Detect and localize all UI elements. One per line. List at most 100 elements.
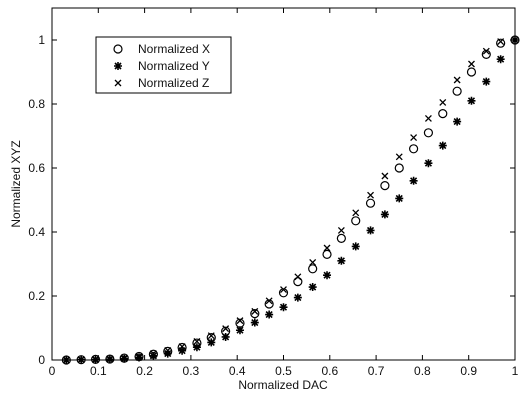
data-point-normalized-z: [367, 191, 375, 199]
data-point-normalized-z: [395, 153, 403, 161]
data-point-normalized-y: [380, 210, 389, 219]
data-point-normalized-y: [308, 283, 317, 292]
data-point-normalized-y: [496, 55, 505, 64]
data-point-normalized-y: [424, 159, 433, 168]
data-point-normalized-z: [511, 36, 519, 44]
x-tick-label: 0.6: [321, 364, 338, 378]
data-point-normalized-z: [222, 325, 230, 333]
data-point-normalized-z: [135, 352, 143, 360]
y-tick-label: 0.2: [28, 289, 45, 303]
data-point-normalized-z: [251, 307, 259, 315]
data-point-normalized-z: [280, 286, 287, 294]
x-axis-ticks: 0 0.1 0.2 0.3 0.4 0.5 0.6 0.7 0.8 0.9 1: [49, 8, 519, 378]
data-point-normalized-y: [453, 117, 462, 126]
x-tick-label: 0.2: [136, 364, 153, 378]
data-point-normalized-x: [394, 163, 404, 173]
data-point-normalized-z: [265, 297, 273, 305]
x-tick-label: 0.4: [229, 364, 246, 378]
data-point-normalized-x: [452, 86, 462, 96]
data-point-normalized-z: [294, 273, 302, 281]
legend-label-normalized-z: Normalized Z: [138, 76, 209, 90]
x-tick-label: 0.8: [414, 364, 431, 378]
data-point-normalized-y: [395, 194, 404, 203]
y-tick-label: 1: [38, 33, 45, 47]
legend-label-normalized-y: Normalized Y: [138, 59, 210, 73]
data-point-normalized-z: [410, 134, 418, 142]
data-point-normalized-z: [207, 332, 215, 340]
data-point-normalized-y: [265, 310, 274, 319]
data-point-normalized-y: [149, 351, 158, 360]
y-tick-label: 0.6: [28, 161, 45, 175]
data-point-normalized-x: [336, 233, 346, 243]
x-tick-label: 0.7: [368, 364, 385, 378]
data-point-normalized-z: [149, 350, 157, 358]
data-point-normalized-x: [466, 67, 477, 77]
data-point-normalized-x: [496, 38, 506, 48]
data-point-normalized-z: [352, 209, 360, 217]
data-point-normalized-y: [135, 353, 144, 362]
data-point-normalized-z: [77, 356, 85, 364]
data-point-normalized-z: [236, 317, 244, 325]
data-point-normalized-x: [250, 309, 260, 319]
data-point-normalized-z: [106, 355, 114, 363]
data-point-normalized-x: [308, 264, 318, 274]
data-point-normalized-x: [322, 249, 332, 259]
legend-symbol-normalized-z: [114, 79, 122, 87]
data-point-normalized-z: [381, 172, 389, 180]
data-point-normalized-y: [192, 343, 201, 352]
data-point-normalized-x: [409, 144, 419, 154]
data-point-normalized-y: [207, 338, 216, 347]
data-point-normalized-y: [467, 96, 476, 105]
data-point-normalized-z: [439, 98, 447, 106]
legend-symbols: [113, 44, 123, 87]
data-point-normalized-y: [279, 303, 288, 312]
legend-symbol-normalized-x: [113, 44, 123, 54]
data-point-normalized-y: [163, 349, 172, 358]
x-tick-label: 1: [512, 364, 519, 378]
data-point-normalized-z: [164, 346, 172, 354]
data-point-normalized-y: [293, 293, 302, 302]
y-axis-label: Normalized XYZ: [9, 140, 23, 227]
data-point-normalized-y: [366, 226, 375, 235]
data-point-normalized-x: [351, 216, 361, 226]
data-point-normalized-z: [62, 356, 70, 364]
legend-symbol-normalized-y: [114, 62, 122, 70]
data-point-normalized-x: [438, 108, 448, 119]
data-markers: [61, 35, 520, 365]
data-point-normalized-y: [250, 318, 259, 327]
data-point-normalized-z: [497, 38, 505, 46]
data-point-normalized-z: [468, 60, 475, 68]
data-point-normalized-y: [235, 326, 244, 335]
data-point-normalized-y: [120, 354, 129, 363]
data-point-normalized-x: [423, 128, 434, 138]
y-tick-label: 0.8: [28, 97, 45, 111]
legend-label-normalized-x: Normalized X: [138, 42, 210, 56]
y-tick-label: 0.4: [28, 225, 45, 239]
data-point-normalized-y: [337, 256, 346, 265]
data-point-normalized-y: [351, 242, 360, 251]
x-tick-label: 0.1: [90, 364, 107, 378]
data-point-normalized-z: [178, 343, 186, 351]
data-point-normalized-y: [178, 346, 187, 355]
data-point-normalized-z: [482, 47, 490, 55]
data-point-normalized-y: [221, 332, 230, 341]
data-point-normalized-y: [438, 141, 447, 150]
x-tick-label: 0: [49, 364, 56, 378]
data-point-normalized-z: [309, 258, 317, 266]
data-point-normalized-z: [424, 114, 432, 122]
data-point-normalized-z: [120, 354, 128, 362]
legend: Normalized X Normalized Y Normalized Z: [95, 36, 232, 94]
x-tick-label: 0.9: [460, 364, 477, 378]
data-point-normalized-x: [365, 198, 376, 208]
x-tick-label: 0.5: [275, 364, 292, 378]
data-point-normalized-y: [482, 77, 491, 86]
y-tick-label: 0: [38, 353, 45, 367]
x-axis-label: Normalized DAC: [238, 378, 328, 392]
data-point-normalized-y: [409, 176, 418, 185]
data-point-normalized-z: [193, 337, 201, 345]
data-point-normalized-z: [92, 355, 99, 363]
data-point-normalized-z: [323, 244, 331, 252]
data-point-normalized-x: [380, 181, 390, 191]
x-tick-label: 0.3: [183, 364, 200, 378]
